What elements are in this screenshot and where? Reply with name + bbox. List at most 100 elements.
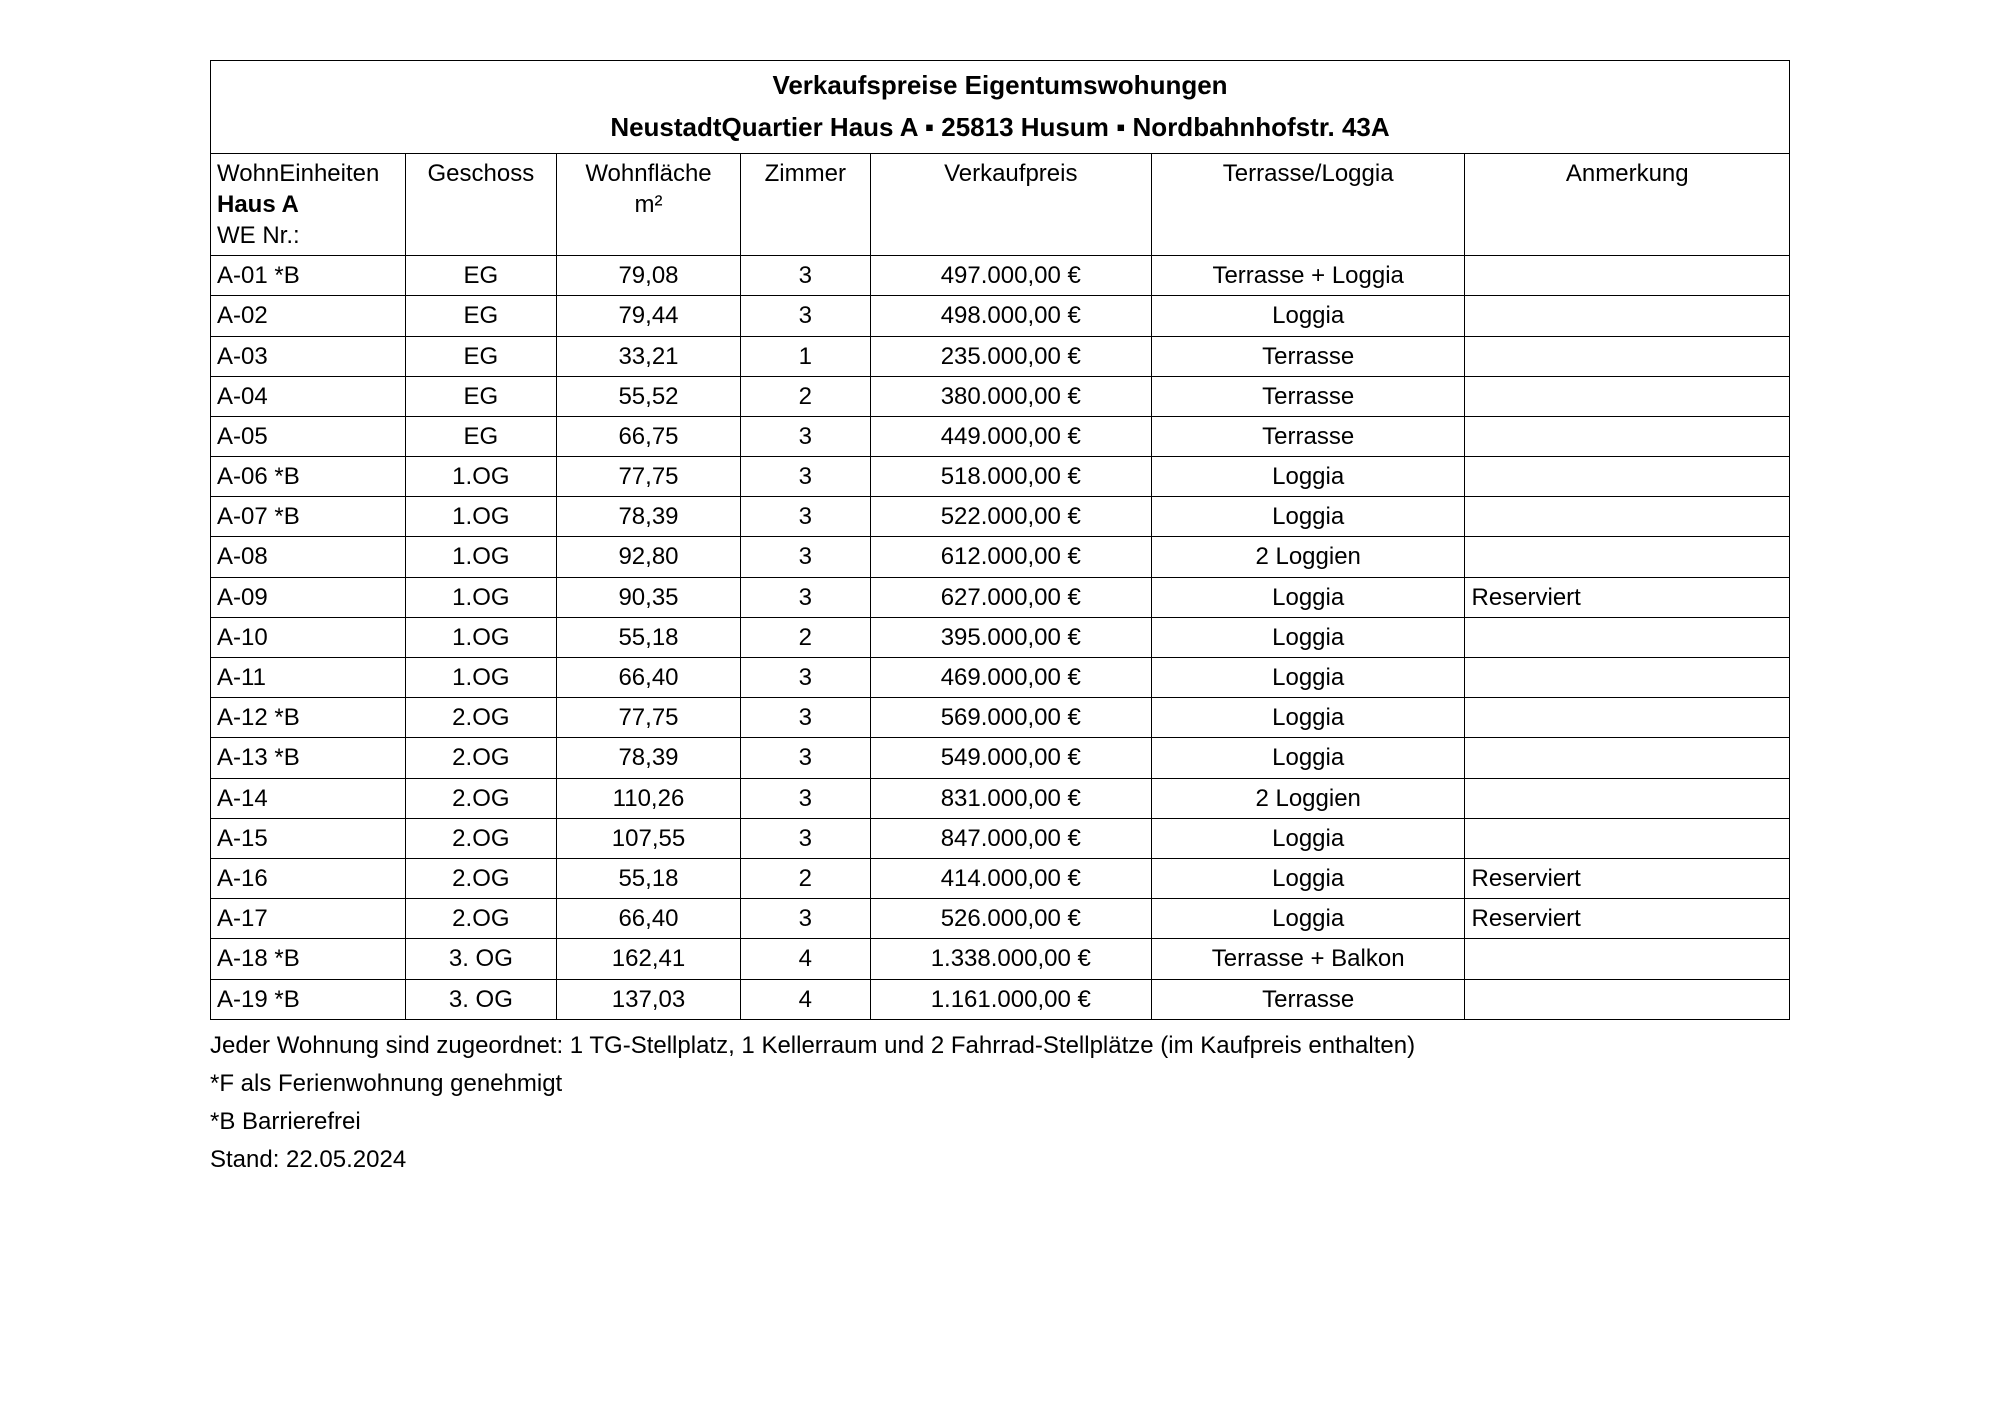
cell-note <box>1465 457 1790 497</box>
cell-note <box>1465 778 1790 818</box>
cell-note <box>1465 738 1790 778</box>
table-row: A-152.OG107,553847.000,00 €Loggia <box>211 818 1790 858</box>
cell-terrace: Loggia <box>1151 296 1465 336</box>
cell-terrace: Terrasse <box>1151 336 1465 376</box>
cell-area: 55,52 <box>557 376 741 416</box>
cell-floor: 2.OG <box>405 858 556 898</box>
cell-we: A-11 <box>211 658 406 698</box>
cell-area: 77,75 <box>557 457 741 497</box>
cell-note <box>1465 497 1790 537</box>
cell-terrace: Loggia <box>1151 899 1465 939</box>
subtitle-row: NeustadtQuartier Haus A ▪ 25813 Husum ▪ … <box>211 107 1790 153</box>
cell-price: 526.000,00 € <box>870 899 1151 939</box>
cell-area: 79,08 <box>557 256 741 296</box>
cell-note <box>1465 537 1790 577</box>
table-row: A-12 *B2.OG77,753569.000,00 €Loggia <box>211 698 1790 738</box>
cell-floor: 1.OG <box>405 617 556 657</box>
cell-we: A-01 *B <box>211 256 406 296</box>
cell-rooms: 3 <box>740 497 870 537</box>
cell-area: 79,44 <box>557 296 741 336</box>
cell-price: 414.000,00 € <box>870 858 1151 898</box>
cell-rooms: 3 <box>740 899 870 939</box>
cell-area: 77,75 <box>557 698 741 738</box>
table-row: A-111.OG66,403469.000,00 €Loggia <box>211 658 1790 698</box>
cell-rooms: 3 <box>740 738 870 778</box>
cell-floor: 1.OG <box>405 577 556 617</box>
cell-we: A-15 <box>211 818 406 858</box>
footnote-included: Jeder Wohnung sind zugeordnet: 1 TG-Stel… <box>210 1028 1790 1064</box>
cell-area: 78,39 <box>557 738 741 778</box>
cell-price: 469.000,00 € <box>870 658 1151 698</box>
cell-floor: 1.OG <box>405 497 556 537</box>
cell-we: A-06 *B <box>211 457 406 497</box>
header-note: Anmerkung <box>1465 153 1790 256</box>
cell-rooms: 2 <box>740 617 870 657</box>
cell-we: A-09 <box>211 577 406 617</box>
cell-price: 518.000,00 € <box>870 457 1151 497</box>
cell-floor: 2.OG <box>405 818 556 858</box>
header-we-line2: Haus A <box>217 191 299 218</box>
cell-price: 549.000,00 € <box>870 738 1151 778</box>
table-row: A-13 *B2.OG78,393549.000,00 €Loggia <box>211 738 1790 778</box>
cell-area: 66,75 <box>557 416 741 456</box>
cell-rooms: 1 <box>740 336 870 376</box>
table-row: A-04EG55,522380.000,00 €Terrasse <box>211 376 1790 416</box>
table-row: A-172.OG66,403526.000,00 €LoggiaReservie… <box>211 899 1790 939</box>
cell-rooms: 3 <box>740 577 870 617</box>
cell-we: A-14 <box>211 778 406 818</box>
cell-price: 380.000,00 € <box>870 376 1151 416</box>
cell-price: 497.000,00 € <box>870 256 1151 296</box>
header-we-line3: WE Nr.: <box>217 222 300 249</box>
cell-we: A-03 <box>211 336 406 376</box>
cell-note <box>1465 698 1790 738</box>
cell-price: 847.000,00 € <box>870 818 1151 858</box>
cell-floor: EG <box>405 296 556 336</box>
table-row: A-06 *B1.OG77,753518.000,00 €Loggia <box>211 457 1790 497</box>
cell-terrace: Loggia <box>1151 738 1465 778</box>
header-floor: Geschoss <box>405 153 556 256</box>
cell-terrace: 2 Loggien <box>1151 778 1465 818</box>
cell-note: Reserviert <box>1465 858 1790 898</box>
table-row: A-05EG66,753449.000,00 €Terrasse <box>211 416 1790 456</box>
cell-floor: 2.OG <box>405 738 556 778</box>
cell-we: A-08 <box>211 537 406 577</box>
cell-note <box>1465 658 1790 698</box>
cell-rooms: 3 <box>740 256 870 296</box>
cell-rooms: 3 <box>740 698 870 738</box>
table-row: A-081.OG92,803612.000,00 €2 Loggien <box>211 537 1790 577</box>
cell-floor: EG <box>405 376 556 416</box>
cell-rooms: 3 <box>740 416 870 456</box>
table-row: A-01 *BEG79,083497.000,00 €Terrasse + Lo… <box>211 256 1790 296</box>
cell-floor: 3. OG <box>405 939 556 979</box>
cell-rooms: 2 <box>740 376 870 416</box>
cell-floor: 2.OG <box>405 899 556 939</box>
title-row: Verkaufspreise Eigentumswohungen <box>211 61 1790 107</box>
cell-note <box>1465 617 1790 657</box>
cell-rooms: 3 <box>740 658 870 698</box>
cell-terrace: Loggia <box>1151 858 1465 898</box>
cell-we: A-13 *B <box>211 738 406 778</box>
cell-floor: 2.OG <box>405 698 556 738</box>
cell-rooms: 2 <box>740 858 870 898</box>
cell-floor: EG <box>405 416 556 456</box>
table-row: A-02EG79,443498.000,00 €Loggia <box>211 296 1790 336</box>
cell-rooms: 3 <box>740 457 870 497</box>
cell-note: Reserviert <box>1465 577 1790 617</box>
cell-note <box>1465 336 1790 376</box>
cell-we: A-10 <box>211 617 406 657</box>
table-row: A-162.OG55,182414.000,00 €LoggiaReservie… <box>211 858 1790 898</box>
cell-price: 235.000,00 € <box>870 336 1151 376</box>
cell-floor: 3. OG <box>405 979 556 1019</box>
cell-terrace: Terrasse + Balkon <box>1151 939 1465 979</box>
header-area: Wohnfläche m² <box>557 153 741 256</box>
table-title: Verkaufspreise Eigentumswohungen <box>211 61 1790 107</box>
cell-price: 627.000,00 € <box>870 577 1151 617</box>
cell-terrace: Loggia <box>1151 497 1465 537</box>
cell-terrace: Loggia <box>1151 577 1465 617</box>
cell-terrace: 2 Loggien <box>1151 537 1465 577</box>
cell-rooms: 3 <box>740 778 870 818</box>
cell-area: 137,03 <box>557 979 741 1019</box>
cell-terrace: Terrasse <box>1151 376 1465 416</box>
cell-area: 66,40 <box>557 899 741 939</box>
cell-terrace: Loggia <box>1151 457 1465 497</box>
